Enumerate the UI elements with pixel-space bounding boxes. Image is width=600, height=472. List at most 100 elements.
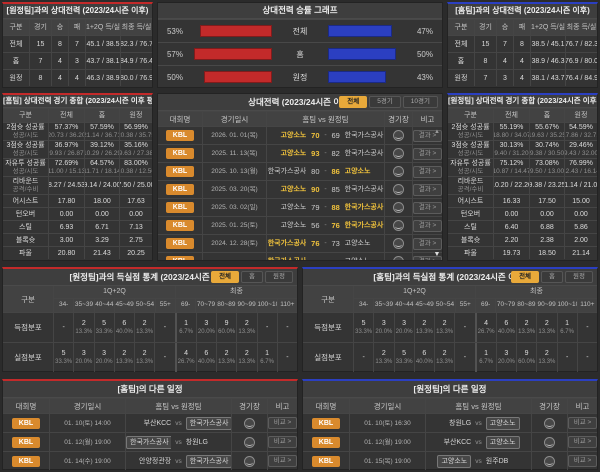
table-header: 구분 경기 승 패 1+2Q 득/실 최종 득/실: [3, 19, 152, 35]
tab-home[interactable]: 홈: [541, 271, 564, 283]
compare-button[interactable]: 비교 >: [268, 417, 297, 429]
stat-value: 16.33: [493, 195, 529, 207]
result-button[interactable]: 결과 >: [413, 255, 442, 260]
compare-button[interactable]: 비교 >: [568, 455, 597, 467]
game-date: 2025. 11. 13(목): [202, 145, 266, 162]
dist-cell: 2 13.3%: [216, 343, 236, 372]
panel-title: 상대전력 승률 그래프: [158, 3, 442, 19]
game-row[interactable]: KBL 2025. 03. 20(목) 고양소노 90 - 85 한국가스공사 …: [158, 180, 442, 198]
table-header: 구분 전체 홈 원정: [3, 108, 152, 122]
games-count: 15: [474, 36, 496, 52]
dist-cell: 6 40.0%: [113, 313, 134, 342]
row-label: 득점분포: [14, 323, 42, 332]
stat-row: 3점슛 성공률 성공/시도 30.13% 9.40 / 31.20 30.74% 9.…: [448, 140, 597, 158]
stat-label: 파울: [464, 249, 477, 257]
stadium-icon[interactable]: [544, 455, 555, 467]
compare-button[interactable]: 비교 >: [268, 436, 297, 448]
schedule-row[interactable]: KBL 01. 10(토) 16:30 창원LG vs 고양소노 비교 >: [303, 413, 597, 432]
distribution-row: 실점분포 5 33.3% 3 20.0% 3 20.0% 2 13.3% 2 13.3% …: [3, 342, 297, 372]
games-count: 7: [474, 70, 496, 86]
away-win-bar: [328, 48, 396, 60]
result-button[interactable]: 결과 >: [413, 147, 442, 160]
game-date: 2025. 10. 13(월): [202, 163, 266, 180]
compare-button[interactable]: 비교 >: [268, 455, 297, 467]
tab-all[interactable]: 전체: [339, 96, 368, 108]
schedule-row[interactable]: KBL 01. 12(월) 19:00 한국가스공사 vs 창원LG 비교 >: [3, 432, 297, 451]
stadium-icon[interactable]: [393, 238, 404, 249]
col-header: 비고: [267, 399, 297, 413]
compare-button[interactable]: 비교 >: [568, 436, 597, 448]
score-dash: -: [324, 168, 327, 175]
schedule-row[interactable]: KBL 01. 12(월) 19:00 부산KCC vs 고양소노 비교 >: [303, 432, 597, 451]
col-header: 대회명: [315, 401, 337, 411]
stat-value: 15.00: [564, 195, 597, 207]
stat-value: 0.00: [493, 208, 529, 220]
stadium-icon[interactable]: [393, 256, 404, 260]
vs-label: vs: [475, 419, 482, 427]
game-row[interactable]: KBL 2026. 01. 01(목) 고양소노 70 - 69 한국가스공사 …: [158, 126, 442, 144]
stat-label: 스틸: [19, 223, 32, 231]
stat-label: 자유투 성공률 성공/시도: [450, 160, 491, 175]
result-button[interactable]: 결과 >: [413, 237, 442, 250]
stadium-icon[interactable]: [244, 436, 255, 448]
final-points: 80.0 / 76.9: [120, 70, 152, 86]
stadium-icon[interactable]: [393, 130, 404, 141]
schedule-row[interactable]: KBL 01. 14(수) 19:00 안양정관장 vs 한국가스공사 비교 >: [3, 451, 297, 470]
tab-home[interactable]: 홈: [241, 271, 264, 283]
tab-away[interactable]: 원정: [265, 271, 293, 283]
result-button[interactable]: 결과 >: [413, 219, 442, 232]
scroll-down-icon[interactable]: ▼: [433, 251, 441, 258]
away-team: 창원LG: [185, 438, 208, 446]
stadium-icon[interactable]: [544, 436, 555, 448]
stadium-icon[interactable]: [393, 184, 404, 195]
home-team: 고양소노: [280, 186, 307, 193]
winrate-row: 50% 원정 43%: [158, 65, 442, 88]
game-row[interactable]: KBL 2025. 03. 02(일) 고양소노 79 - 88 한국가스공사 …: [158, 198, 442, 216]
scroll-up-icon[interactable]: ▲: [434, 129, 440, 135]
result-button[interactable]: 결과 >: [413, 129, 442, 142]
result-button[interactable]: 결과 >: [413, 201, 442, 214]
col-header: 홈팀 vs 원정팀: [266, 112, 384, 126]
row-label: 전체: [9, 40, 23, 48]
result-button[interactable]: 결과 >: [413, 183, 442, 196]
stat-value: 73.08% 9.50 / 13.00: [529, 159, 564, 176]
stadium-icon[interactable]: [244, 417, 255, 429]
tab-5games[interactable]: 5경기: [369, 96, 401, 108]
stat-row: 어시스트 17.80 18.00 17.63: [3, 194, 152, 207]
compare-button[interactable]: 비교 >: [568, 417, 597, 429]
panel-title: [홈팀]과의 득실점 통계 (2023/24시즌 이후): [373, 272, 527, 282]
game-row[interactable]: KBL 2025. 11. 13(목) 고양소노 93 - 82 한국가스공사 …: [158, 144, 442, 162]
tab-all[interactable]: 전체: [511, 271, 540, 283]
dist-cell: 3 20.0%: [73, 343, 93, 372]
league-badge: KBL: [311, 417, 341, 429]
stadium-icon[interactable]: [393, 220, 404, 231]
tab-all[interactable]: 전체: [211, 271, 240, 283]
stadium-icon[interactable]: [393, 166, 404, 177]
col-header: 구분: [454, 24, 468, 31]
table-row: 홈 7 4 3 43.7 / 38.1 84.9 / 76.4: [3, 52, 152, 69]
table-row: 원정 8 4 4 46.3 / 38.9 80.0 / 76.9: [3, 69, 152, 86]
col-header: 홈팀 vs 원정팀: [425, 399, 531, 413]
schedule-row[interactable]: KBL 01. 10(토) 14:00 부산KCC vs 한국가스공사 비교 >: [3, 413, 297, 432]
dist-cell: 1 6.7%: [556, 313, 577, 342]
stadium-icon[interactable]: [244, 455, 255, 467]
stat-value: 35.16% 9.63 / 27.38: [119, 141, 152, 158]
home-stats-summary-panel: [홈팀] 상대전력 경기 종합 (2023/24시즌 이후 평균) 구분 전체 …: [2, 93, 153, 261]
game-row[interactable]: KBL 2024. 12. 28(토) 한국가스공사 76 - 73 고양소노 …: [158, 234, 442, 252]
stadium-icon[interactable]: [393, 148, 404, 159]
stadium-icon[interactable]: [544, 417, 555, 429]
tab-away[interactable]: 원정: [565, 271, 593, 283]
scrollbar[interactable]: ▲ ▼: [433, 128, 441, 259]
dist-cell: 5 33.3%: [393, 343, 414, 372]
tab-10games[interactable]: 10경기: [402, 96, 438, 108]
schedule-row[interactable]: KBL 01. 15(목) 19:00 고양소노 vs 원주DB 비교 >: [303, 451, 597, 470]
away-stats-summary-panel: [원정팀] 상대전력 경기 종합 (2023/24시즌 이후 평균) 구분 전체…: [447, 93, 598, 261]
home-team: 부산KCC: [443, 438, 472, 446]
away-score: 88: [331, 203, 340, 212]
result-button[interactable]: 결과 >: [413, 165, 442, 178]
stat-label: 리바운드 공격/수비: [12, 178, 39, 193]
game-row[interactable]: KBL 2025. 01. 25(토) 고양소노 56 - 76 한국가스공사 …: [158, 216, 442, 234]
game-row-partial[interactable]: KBL 한국가스공사 - 고양소노 결과 >: [158, 252, 442, 260]
stadium-icon[interactable]: [393, 202, 404, 213]
game-row[interactable]: KBL 2025. 10. 13(월) 한국가스공사 80 - 86 고양소노 …: [158, 162, 442, 180]
